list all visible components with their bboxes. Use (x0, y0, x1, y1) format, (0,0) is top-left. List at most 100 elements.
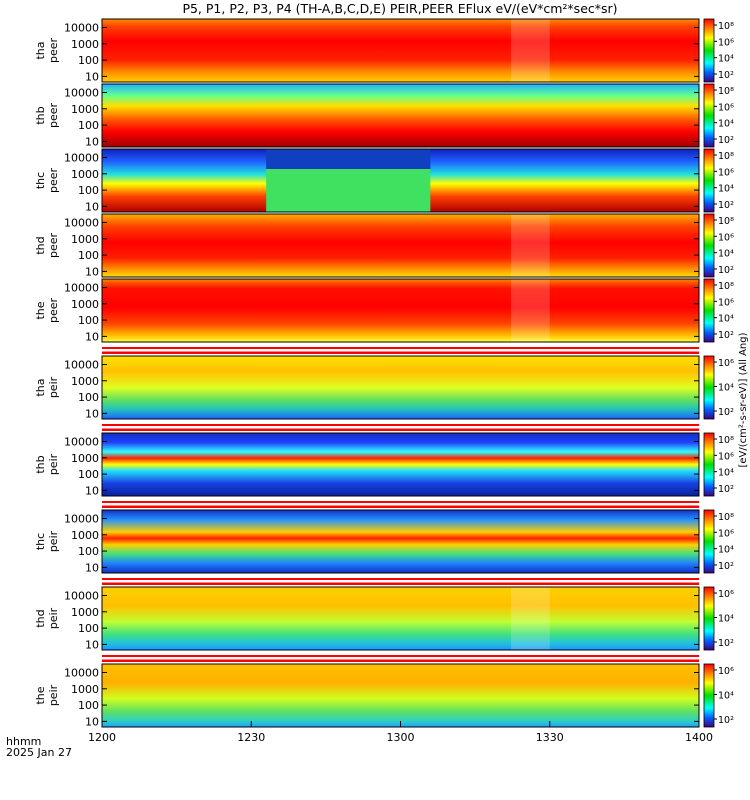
y-axis-label: peir (47, 376, 60, 398)
y-axis-label: thb (34, 106, 47, 124)
y-tick-label: 10 (85, 407, 99, 420)
panel-thd-peir: 10 100 1000 10000 thd peir 10² 10⁴ 10⁶ (34, 578, 734, 651)
colorbar (703, 586, 715, 651)
x-axis: 1200 1230 1300 1330 1400 (88, 721, 713, 744)
spectrogram-fill (102, 19, 699, 82)
y-tick-label: 100 (78, 545, 99, 558)
colorbar-tick-label: 10⁸ (718, 86, 734, 97)
colorbar (703, 355, 715, 420)
y-axis-label: peer (47, 168, 60, 194)
y-tick-label: 10000 (64, 216, 99, 229)
colorbar-tick-label: 10⁸ (718, 216, 734, 227)
y-tick-label: 1000 (71, 452, 99, 465)
panel-tha-peer: 10 100 1000 10000 tha peer 10² 10⁴ 10⁶ 10⁸ (34, 18, 734, 83)
colorbar-tick-label: 10⁸ (718, 21, 734, 32)
y-tick-label: 100 (78, 249, 99, 262)
y-tick-label: 10000 (64, 86, 99, 99)
y-tick-label: 1000 (71, 103, 99, 116)
y-axis-label: the (34, 686, 47, 704)
panel-tha-peir: 10 100 1000 10000 tha peir 10² 10⁴ 10⁶ (34, 347, 734, 420)
colorbar-tick-label: 10⁴ (718, 119, 734, 130)
panel-thc-peer: 10 100 1000 10000 thc peer 10² 10⁴ 10⁶ 10⁸ (34, 148, 734, 213)
y-tick-label: 10 (85, 70, 99, 83)
x-tick-label: 1330 (536, 731, 564, 744)
colorbar-unit-label: [eV/(cm²-s-sr-eV)] (All Ang) (738, 332, 749, 467)
y-tick-label: 1000 (71, 168, 99, 181)
y-axis-label: thd (34, 236, 47, 254)
colorbar (703, 432, 715, 497)
colorbar-tick-label: 10⁴ (718, 54, 734, 65)
y-tick-label: 100 (78, 699, 99, 712)
panel-frame (101, 83, 700, 148)
panel-frame (101, 355, 700, 420)
colorbar-tick-label: 10² (718, 638, 734, 649)
separator-strip-inner (102, 580, 699, 583)
y-tick-label: 100 (78, 622, 99, 635)
colorbar-tick-label: 10⁸ (718, 151, 734, 162)
flux-gap-top (266, 149, 431, 169)
y-axis-label: peir (47, 607, 60, 629)
y-tick-label: 10 (85, 561, 99, 574)
y-axis-label: peer (47, 233, 60, 259)
y-axis-label: tha (34, 41, 47, 59)
y-tick-label: 10000 (64, 21, 99, 34)
colorbar-tick-label: 10⁸ (718, 281, 734, 292)
spectrogram-fill (102, 664, 699, 727)
y-axis-label: thb (34, 455, 47, 473)
colorbar (703, 18, 715, 83)
separator-strip-inner (102, 657, 699, 660)
y-tick-label: 10 (85, 638, 99, 651)
colorbar-tick-label: 10⁴ (718, 691, 734, 702)
colorbar-tick-label: 10⁶ (718, 297, 734, 308)
colorbar (703, 278, 715, 343)
spectrogram-fill (102, 84, 699, 147)
colorbar-tick-label: 10² (718, 407, 734, 418)
y-axis-label: peir (47, 530, 60, 552)
spectrogram-fill (102, 587, 699, 650)
colorbar-tick-label: 10⁴ (718, 545, 734, 556)
x-tick-label: 1300 (387, 731, 415, 744)
y-axis-label: peir (47, 684, 60, 706)
y-tick-label: 100 (78, 184, 99, 197)
panel-frame (101, 18, 700, 83)
spectrogram-fill (102, 356, 699, 419)
x-tick-label: 1200 (88, 731, 116, 744)
date-label: 2025 Jan 27 (6, 746, 72, 759)
y-tick-label: 1000 (71, 529, 99, 542)
colorbar-tick-label: 10⁴ (718, 249, 734, 260)
y-axis-label: thc (34, 172, 47, 189)
colorbar-tick-label: 10⁶ (718, 102, 734, 113)
panel-thb-peir: 10 100 1000 10000 thb peir 10² 10⁴ 10⁶ 10⁸ (34, 424, 734, 497)
y-tick-label: 10 (85, 265, 99, 278)
y-tick-label: 1000 (71, 233, 99, 246)
colorbar-tick-label: 10² (718, 70, 734, 81)
y-tick-label: 10 (85, 330, 99, 343)
colorbar-tick-label: 10⁶ (718, 167, 734, 178)
y-tick-label: 10000 (64, 666, 99, 679)
y-tick-label: 10000 (64, 512, 99, 525)
x-tick-label: 1230 (237, 731, 265, 744)
panel-frame (101, 586, 700, 651)
y-tick-label: 10000 (64, 358, 99, 371)
colorbar-tick-label: 10⁴ (718, 314, 734, 325)
separator-strip-inner (102, 426, 699, 429)
spectrogram-fill (102, 214, 699, 277)
colorbar-tick-label: 10⁴ (718, 383, 734, 394)
y-axis-label: thc (34, 533, 47, 550)
panel-frame (101, 432, 700, 497)
colorbar-tick-label: 10⁶ (718, 37, 734, 48)
panel-the-peir: 10 100 1000 10000 the peir 10² 10⁴ 10⁶ (34, 655, 734, 728)
y-tick-label: 10000 (64, 151, 99, 164)
panel-frame (101, 148, 700, 213)
flux-gap-feature (266, 169, 431, 212)
colorbar-tick-label: 10⁸ (718, 435, 734, 446)
colorbar-tick-label: 10² (718, 561, 734, 572)
panel-thd-peer: 10 100 1000 10000 thd peer 10² 10⁴ 10⁶ 10⁸ (34, 213, 734, 278)
separator-strip-inner (102, 349, 699, 352)
event-feature (510, 214, 550, 277)
y-tick-label: 10 (85, 715, 99, 728)
panel-thb-peer: 10 100 1000 10000 thb peer 10² 10⁴ 10⁶ 10⁸ (34, 83, 734, 148)
colorbar-tick-label: 10² (718, 265, 734, 276)
spectrogram-fill (102, 510, 699, 573)
colorbar-tick-label: 10⁴ (718, 614, 734, 625)
